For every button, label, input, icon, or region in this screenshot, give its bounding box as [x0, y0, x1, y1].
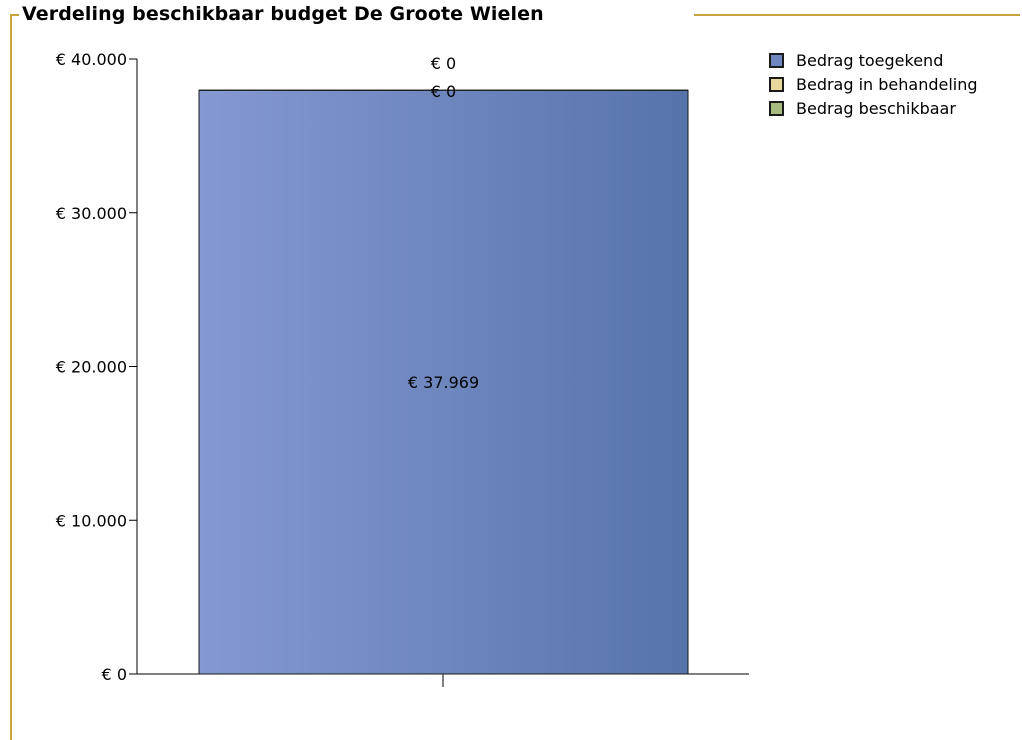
frame-border-top-left: [10, 14, 19, 16]
data-label-bedrag-in-behandeling: € 0: [431, 82, 456, 101]
y-tick-label: € 10.000: [56, 511, 127, 530]
legend-swatch-bedrag-toegekend: [769, 53, 784, 68]
legend-label-bedrag-toegekend: Bedrag toegekend: [796, 51, 943, 70]
y-tick-label: € 30.000: [56, 204, 127, 223]
legend-label-bedrag-beschikbaar: Bedrag beschikbaar: [796, 99, 956, 118]
y-tick-label: € 40.000: [56, 50, 127, 69]
bar-bedrag-toegekend: [198, 89, 689, 675]
data-label-bedrag-beschikbaar: € 0: [431, 54, 456, 73]
chart-title: Verdeling beschikbaar budget De Groote W…: [22, 3, 544, 25]
y-tick-label: € 20.000: [56, 358, 127, 377]
frame-border-top-right: [694, 14, 1020, 16]
legend-swatch-bedrag-beschikbaar: [769, 101, 784, 116]
data-label-bedrag-toegekend: € 37.969: [408, 373, 479, 392]
legend-swatch-bedrag-in-behandeling: [769, 77, 784, 92]
y-tick-label: € 0: [102, 665, 127, 684]
frame-border-left: [10, 14, 12, 740]
legend-label-bedrag-in-behandeling: Bedrag in behandeling: [796, 75, 978, 94]
